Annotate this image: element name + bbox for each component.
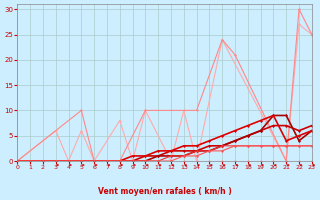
X-axis label: Vent moyen/en rafales ( km/h ): Vent moyen/en rafales ( km/h ) [98,187,231,196]
